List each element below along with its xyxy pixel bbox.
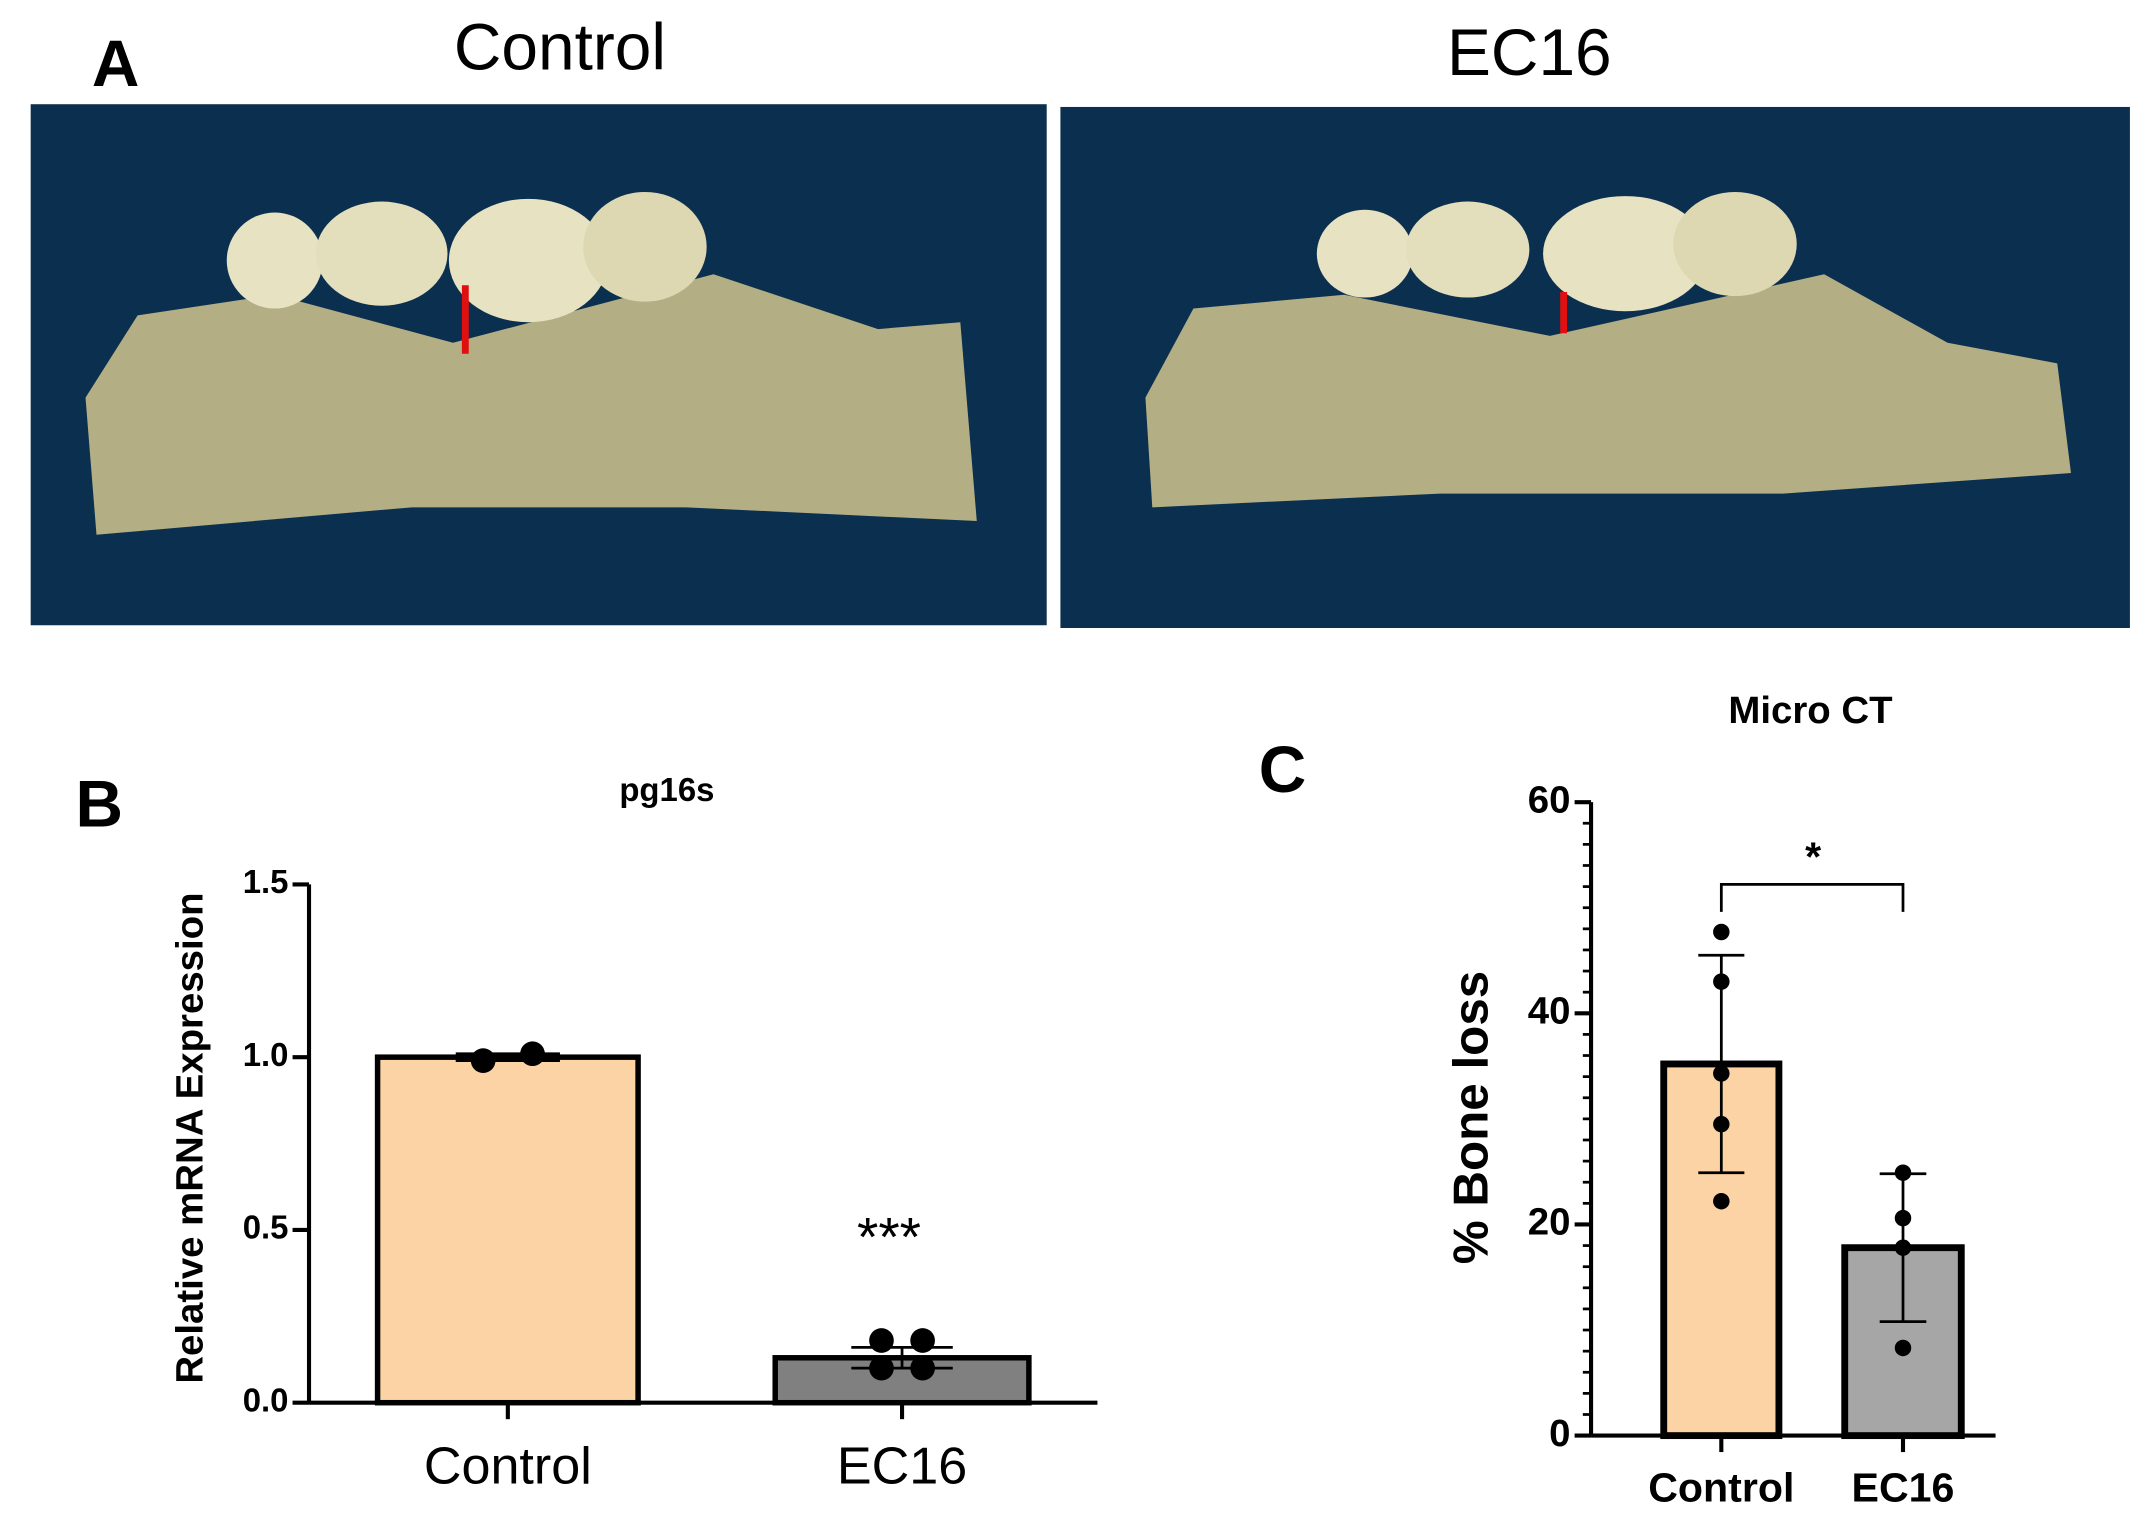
chart-title: pg16s [619,771,714,808]
chart-title: Micro CT [1728,689,1893,732]
significance: *** [857,1205,921,1267]
y-axis-label: Relative mRNA Expression [169,892,212,1383]
panel-label: B [75,766,123,840]
data-point [1894,1339,1912,1357]
significance-bracket [1719,883,1905,912]
data-point [869,1328,894,1353]
data-point [520,1041,545,1067]
x-tick-label: EC16 [1852,1464,1955,1510]
bar [374,1054,641,1406]
data-point [910,1355,935,1381]
ct-image [1060,106,2130,628]
x-tick-label: EC16 [837,1438,967,1496]
error-bar [851,1346,953,1370]
image-title: EC16 [1447,15,1612,89]
y-tick-label: 0.5 [243,1209,289,1246]
y-tick-label: 60 [1528,778,1571,821]
panel-label: A [92,26,140,100]
panel-label: C [1259,732,1307,806]
data-point [869,1355,894,1381]
data-point [910,1328,935,1353]
data-point [1894,1209,1912,1227]
error-bar [1698,953,1745,1175]
y-axis-label: % Bone loss [1444,971,1499,1264]
image-title: Control [454,9,666,83]
y-tick-label: 40 [1528,989,1571,1032]
data-point [1713,973,1730,990]
data-point [1713,1193,1730,1210]
data-point [1894,1164,1912,1181]
y-tick-label: 1.0 [243,1036,289,1073]
x-tick-label: Control [424,1438,592,1496]
data-point [1713,923,1730,941]
x-tick-label: Control [1648,1464,1794,1510]
y-tick-label: 0.0 [243,1381,289,1418]
data-point [1894,1239,1912,1256]
y-tick-label: 20 [1528,1201,1571,1244]
y-tick-label: 0 [1549,1412,1570,1455]
data-point [1713,1115,1730,1133]
significance: * [1805,834,1821,880]
y-tick-label: 1.5 [243,863,289,900]
data-point [470,1048,496,1073]
data-point [1713,1065,1730,1082]
ct-image [30,104,1047,626]
